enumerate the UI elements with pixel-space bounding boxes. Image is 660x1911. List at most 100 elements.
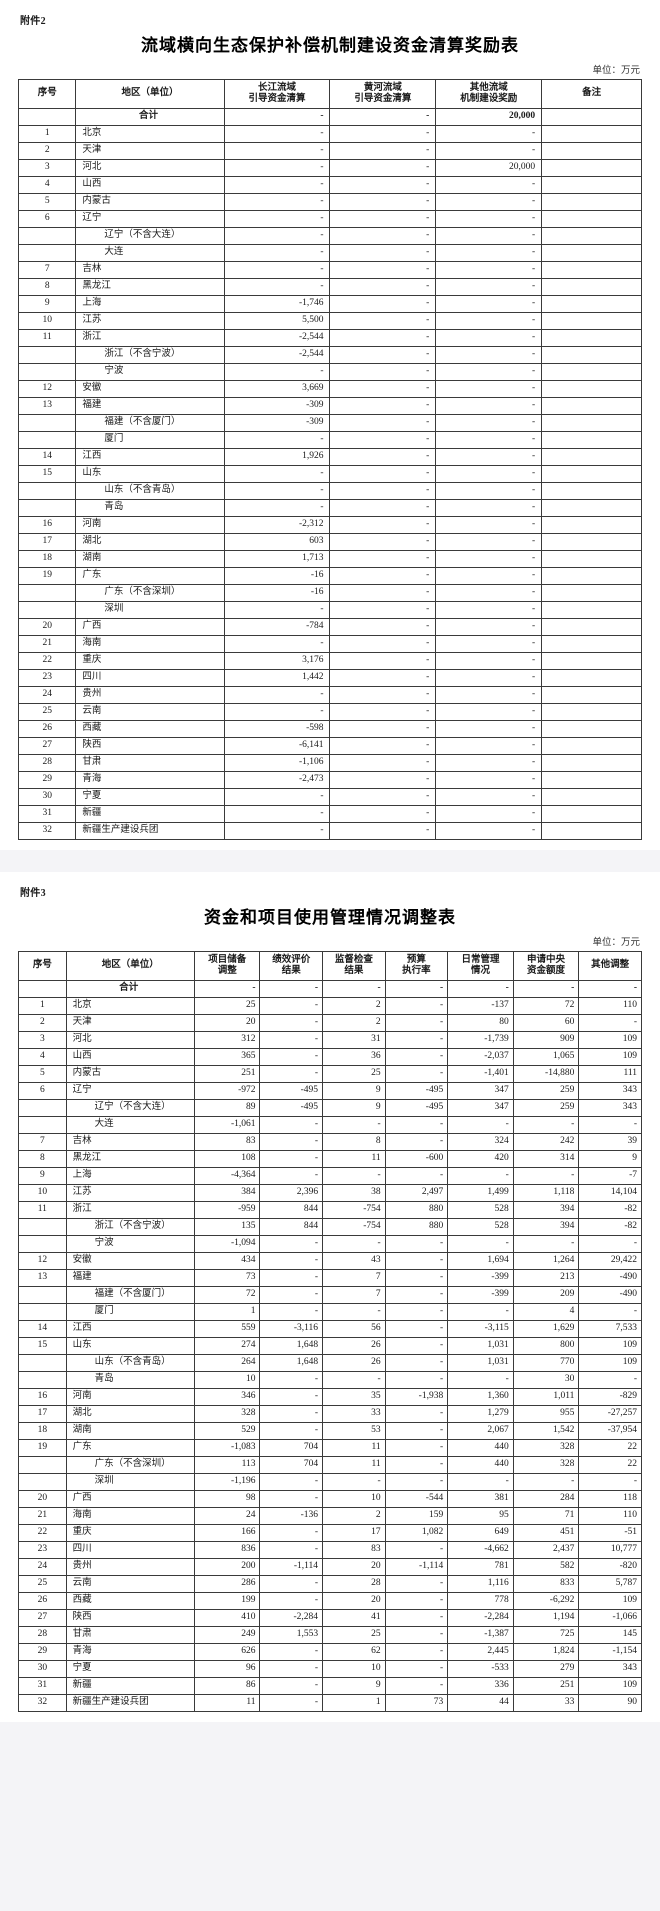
row-value-cell: 328	[512, 1438, 580, 1457]
row-value-cell: -1,154	[578, 1642, 642, 1661]
row-index	[18, 979, 67, 998]
row-value-cell: -	[223, 481, 331, 500]
table-row: 合计 - - - - - - -	[18, 979, 642, 998]
row-value-cell: 3,669	[223, 379, 331, 398]
row-index	[17, 345, 77, 364]
row-value-cell: -399	[447, 1285, 514, 1304]
row-value-cell: -	[329, 685, 437, 704]
row-value-cell: -2,544	[223, 345, 331, 364]
row-value-cell: 394	[512, 1200, 580, 1219]
table-row: 13 福建 -309- -	[17, 396, 642, 415]
col-header-yellow-river-line1: 黄河流域	[363, 83, 402, 93]
row-remark-cell	[541, 481, 642, 500]
table-row: 5 内蒙古 - - -	[17, 192, 642, 211]
row-index: 22	[18, 1523, 67, 1542]
row-value-cell: -	[259, 1251, 324, 1270]
row-value-cell: 3,176	[223, 651, 331, 670]
row-value-cell: 10	[322, 1659, 386, 1678]
row-value-cell: 39	[578, 1132, 642, 1151]
row-index: 18	[17, 549, 77, 568]
row-value-cell: -	[435, 498, 543, 517]
table-row: 25 云南 286-28-1,116 833 5,787	[18, 1574, 642, 1593]
row-region-name: 四川	[65, 1540, 195, 1559]
col-header-central-fund-request-line1: 申请中央	[527, 954, 566, 965]
row-value-cell: 649	[447, 1523, 514, 1542]
row-value-cell: -	[329, 294, 437, 313]
unit-note-2: 单位：万元	[592, 937, 640, 948]
row-value-cell: -	[384, 1421, 449, 1440]
row-value-cell: 109	[578, 1336, 642, 1355]
row-remark-cell	[541, 141, 642, 160]
row-value-cell: -	[435, 396, 543, 415]
row-region-name: 河北	[65, 1030, 195, 1049]
row-value-cell: 111	[578, 1064, 642, 1083]
row-remark-cell	[541, 736, 642, 755]
row-value-cell: 9	[322, 1098, 386, 1117]
col-header-region: 地区（单位）	[75, 79, 225, 109]
row-value-cell: 53	[322, 1421, 386, 1440]
page-title-1: 流域横向生态保护补偿机制建设资金清算奖励表	[141, 36, 519, 55]
row-value-cell: -	[223, 821, 331, 840]
row-value-cell: -82	[578, 1200, 642, 1219]
row-index: 4	[17, 175, 77, 194]
row-index	[18, 1302, 67, 1321]
row-region-name: 大连	[65, 1115, 195, 1134]
row-region-name: 陕西	[75, 736, 225, 755]
row-value-cell: 440	[447, 1438, 514, 1457]
col-header-performance: 绩效评价 结果	[259, 950, 324, 981]
row-value-cell: -	[435, 413, 543, 432]
row-value-cell: -	[435, 821, 543, 840]
row-value-cell: -16	[223, 583, 331, 602]
row-value-cell: -820	[578, 1557, 642, 1576]
row-value-cell: 844	[259, 1200, 324, 1219]
row-remark-cell	[541, 447, 642, 466]
row-region-name: 广西	[65, 1489, 195, 1508]
row-value-cell: -	[259, 1676, 324, 1695]
row-value-cell: -	[329, 124, 437, 143]
row-value-cell: 1,116	[447, 1574, 514, 1593]
unit-note-1: 单位：万元	[592, 66, 640, 76]
row-value-cell: 704	[259, 1455, 324, 1474]
row-index: 30	[17, 787, 77, 806]
row-value-cell: -1,061	[193, 1115, 261, 1134]
table-row: 13 福建 73-7- -399 213 -490	[18, 1268, 642, 1287]
row-value-cell: -	[259, 1591, 324, 1610]
row-value-cell: -	[259, 1115, 324, 1134]
row-value-cell: -829	[578, 1387, 642, 1406]
row-value-cell: -	[329, 481, 437, 500]
row-value-cell: -	[435, 209, 543, 228]
row-region-name: 山东（不含青岛）	[65, 1353, 195, 1372]
row-value-cell: 778	[447, 1591, 514, 1610]
row-value-cell: 451	[512, 1523, 580, 1542]
table-row: 14 江西 559 -3,116 56- -3,115 1,629 7,533	[18, 1319, 642, 1338]
row-value-cell: -	[329, 668, 437, 687]
table-row: 9 上海 -1,746- -	[17, 294, 642, 313]
row-value-cell: 14,104	[578, 1183, 642, 1202]
row-region-name: 山东	[65, 1336, 195, 1355]
table-row: 21 海南 24 -136 2 159 95 71 110	[18, 1506, 642, 1525]
row-region-name: 江西	[65, 1319, 195, 1338]
row-region-name: 辽宁（不含大连）	[65, 1098, 195, 1117]
row-value-cell: 4	[512, 1302, 580, 1321]
row-value-cell: 5,787	[578, 1574, 642, 1593]
row-index: 1	[17, 124, 77, 143]
row-value-cell: 324	[447, 1132, 514, 1151]
row-value-cell: -	[329, 736, 437, 755]
row-value-cell: -1,401	[447, 1064, 514, 1083]
table-row: 26 西藏 -598- -	[17, 719, 642, 738]
row-region-name: 内蒙古	[65, 1064, 195, 1083]
row-value-cell: -	[223, 124, 331, 143]
row-value-cell: 704	[259, 1438, 324, 1457]
row-value-cell: -	[329, 430, 437, 449]
row-region-name: 福建（不含厦门）	[65, 1285, 195, 1304]
col-header-central-fund-request: 申请中央 资金额度	[512, 950, 580, 981]
col-header-supervision-line1: 监督检查	[334, 954, 373, 965]
row-index: 3	[17, 158, 77, 177]
col-header-index-2: 序号	[18, 950, 67, 981]
row-index: 28	[17, 753, 77, 772]
row-value-cell: -	[259, 979, 324, 998]
col-header-other-basin-line2: 机制建设奖励	[460, 93, 518, 104]
row-region-name: 广东	[75, 566, 225, 585]
row-value-cell: -	[512, 1234, 580, 1253]
row-value-cell: -	[435, 515, 543, 534]
